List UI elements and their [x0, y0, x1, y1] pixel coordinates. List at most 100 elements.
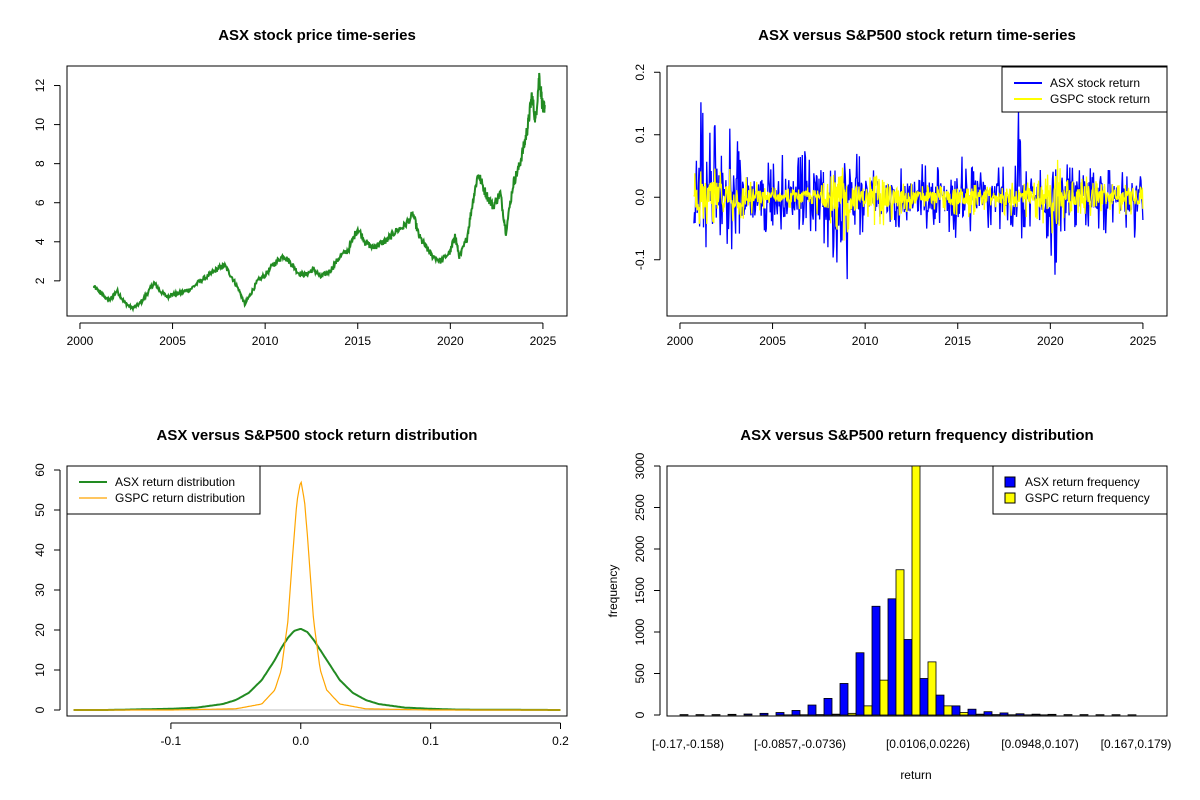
bar-gspc — [943, 705, 953, 716]
chart-returns: ASX versus S&P500 stock return time-seri… — [633, 27, 1168, 348]
y-tick-label: 0 — [33, 706, 47, 713]
y-tick-label: 0.1 — [633, 126, 647, 143]
x-tick-label: 0.2 — [552, 734, 569, 748]
return-series-1 — [693, 159, 1144, 241]
bar-asx — [935, 694, 945, 716]
x-tick-label: 2025 — [1130, 334, 1157, 348]
chart-density: ASX versus S&P500 stock return distribut… — [33, 427, 569, 748]
bar-gspc — [831, 713, 841, 716]
legend-label: GSPC stock return — [1050, 92, 1150, 106]
x-tick-label: [0.0106,0.0226) — [886, 737, 970, 751]
bar-asx — [1047, 713, 1057, 716]
bar-gspc — [895, 569, 905, 716]
return-series-0 — [693, 102, 1144, 280]
x-tick-label: 2015 — [944, 334, 971, 348]
bar-asx — [1015, 713, 1025, 716]
x-tick-label: 0.0 — [292, 734, 309, 748]
y-tick-label: 0.2 — [633, 64, 647, 81]
chart-title: ASX versus S&P500 stock return time-seri… — [758, 27, 1076, 44]
x-tick-label: 2015 — [344, 334, 371, 348]
y-tick-label: 0.0 — [633, 189, 647, 206]
bar-gspc — [879, 679, 889, 716]
price-series-line — [92, 72, 546, 313]
x-tick-label: 2025 — [530, 334, 557, 348]
legend-label: GSPC return frequency — [1025, 491, 1150, 505]
y-tick-label: 12 — [33, 79, 47, 93]
bar-asx — [983, 711, 993, 716]
legend-label: GSPC return distribution — [115, 491, 245, 505]
bar-asx — [839, 683, 849, 716]
bar-gspc — [911, 465, 921, 716]
y-tick-label: 30 — [33, 583, 47, 597]
y-tick-label: 2 — [33, 277, 47, 284]
bar-asx — [791, 710, 801, 716]
x-tick-label: [-0.17,-0.158) — [652, 737, 724, 751]
bar-asx — [1031, 713, 1041, 716]
x-axis-title: return — [900, 768, 931, 782]
legend-label: ASX return distribution — [115, 475, 235, 489]
bar-gspc — [975, 713, 985, 716]
chart-price: ASX stock price time-series 2000 2005 2010 2… — [33, 27, 568, 348]
x-tick-label: 2000 — [667, 334, 694, 348]
y-tick-label: 2500 — [633, 494, 647, 521]
y-tick-label: 2000 — [633, 535, 647, 562]
y-tick-label: 1500 — [633, 577, 647, 604]
legend-box — [66, 465, 261, 515]
density-line-0 — [73, 628, 561, 711]
bar-asx — [999, 712, 1009, 716]
bar-asx — [807, 704, 817, 716]
legend-box — [1001, 66, 1168, 113]
bar-asx — [759, 712, 769, 716]
bar-asx — [967, 708, 977, 716]
bar-asx — [919, 678, 929, 716]
y-tick-label: 4 — [33, 238, 47, 245]
bar-asx — [775, 712, 785, 716]
bar-asx — [823, 698, 833, 716]
x-tick-label: [0.0948,0.107) — [1001, 737, 1078, 751]
y-tick-label: 50 — [33, 503, 47, 517]
x-tick-label: 2010 — [852, 334, 879, 348]
x-tick-label: 2000 — [67, 334, 94, 348]
y-tick-label: 1000 — [633, 618, 647, 645]
y-axis-title: frequency — [606, 565, 620, 618]
density-line-1 — [73, 480, 561, 711]
y-tick-label: 10 — [33, 118, 47, 132]
x-tick-label: 2010 — [252, 334, 279, 348]
bar-asx — [743, 713, 753, 716]
legend-label: ASX return frequency — [1025, 475, 1140, 489]
y-tick-label: 40 — [33, 543, 47, 557]
x-tick-label: 2005 — [759, 334, 786, 348]
legend-box — [992, 465, 1168, 515]
x-tick-label: 2005 — [159, 334, 186, 348]
bar-asx — [887, 598, 897, 716]
legend-label: ASX stock return — [1050, 76, 1140, 90]
bar-gspc — [959, 712, 969, 716]
x-tick-label: 2020 — [1037, 334, 1064, 348]
chart-title: ASX versus S&P500 stock return distribut… — [157, 427, 478, 444]
x-tick-label: 2020 — [437, 334, 464, 348]
x-tick-label: [0.167,0.179) — [1101, 737, 1172, 751]
y-tick-label: 500 — [633, 663, 647, 683]
y-tick-label: 0 — [633, 711, 647, 718]
y-tick-label: -0.1 — [633, 249, 647, 270]
y-tick-label: 8 — [33, 160, 47, 167]
bar-asx — [871, 605, 881, 716]
y-tick-label: 20 — [33, 623, 47, 637]
plot-frame — [66, 65, 568, 317]
chart-title: ASX versus S&P500 return frequency distr… — [740, 427, 1093, 444]
bar-asx — [951, 705, 961, 716]
bar-gspc — [863, 705, 873, 716]
x-tick-label: 0.1 — [422, 734, 439, 748]
legend-swatch — [1004, 492, 1016, 504]
x-tick-label: [-0.0857,-0.0736) — [754, 737, 846, 751]
chart-title: ASX stock price time-series — [218, 27, 416, 44]
bar-gspc — [927, 661, 937, 716]
chart-frequency: ASX versus S&P500 return frequency distr… — [606, 427, 1171, 782]
y-tick-label: 10 — [33, 663, 47, 677]
y-tick-label: 6 — [33, 199, 47, 206]
y-tick-label: 3000 — [633, 452, 647, 479]
plot-frame — [666, 65, 1168, 317]
plot-frame — [66, 465, 568, 717]
bar-asx — [903, 639, 913, 716]
